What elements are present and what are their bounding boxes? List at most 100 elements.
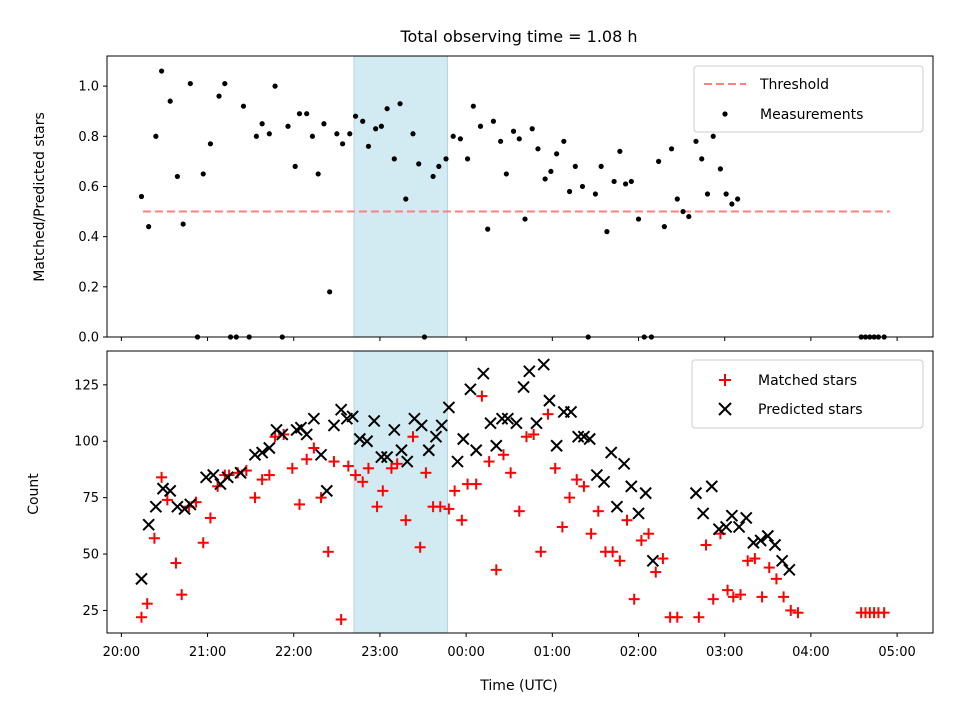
matched-star-point	[371, 501, 383, 513]
matched-star-point	[621, 514, 633, 526]
predicted-star-point	[422, 444, 435, 457]
chart-title: Total observing time = 1.08 h	[399, 27, 637, 46]
x-tick-label: 05:00	[878, 645, 915, 660]
ratio-legend: Threshold Measurements	[693, 65, 924, 133]
predicted-star-point	[327, 419, 341, 432]
matched-star-point	[571, 474, 583, 486]
ratio-y-tick-label: 0.8	[78, 130, 99, 145]
matched-star-point	[342, 460, 354, 472]
measurement-point	[373, 126, 379, 132]
predicted-star-point	[360, 435, 374, 448]
measurement-point	[477, 123, 484, 129]
predicted-star-point	[490, 439, 503, 452]
x-axis-label: Time (UTC)	[479, 678, 557, 694]
measurement-point	[167, 98, 173, 104]
x-tick-label: 04:00	[792, 645, 829, 660]
predicted-star-point	[477, 367, 490, 380]
measurement-point	[710, 133, 716, 139]
measurement-point	[510, 128, 517, 134]
measurement-point	[656, 158, 662, 164]
predicted-star-point	[605, 446, 618, 459]
measurement-point	[693, 138, 699, 144]
predicted-star-point	[571, 430, 585, 443]
matched-star-point	[520, 431, 532, 443]
measurement-point	[153, 133, 159, 139]
predicted-star-point	[625, 480, 638, 493]
measurement-point	[661, 224, 667, 230]
x-tick-label: 03:00	[706, 645, 743, 660]
predicted-star-point	[429, 430, 443, 443]
measurement-point	[436, 163, 442, 169]
predicted-star-point	[517, 380, 530, 394]
measurement-point	[516, 136, 522, 142]
measurement-point	[723, 191, 729, 197]
measurement-point	[554, 151, 560, 157]
measurement-point	[334, 131, 340, 137]
measurements-legend-marker	[722, 111, 728, 117]
matched-star-point	[476, 390, 488, 402]
ratio-y-tick-label: 0.6	[78, 180, 99, 195]
predicted-star-point	[442, 401, 456, 414]
observing-window-highlight	[353, 55, 448, 338]
measurement-point	[522, 216, 528, 222]
matched-star-point	[564, 492, 576, 504]
measurement-point	[592, 191, 599, 197]
measurement-point	[704, 191, 711, 197]
measurement-point	[450, 133, 456, 139]
matched-star-point	[148, 532, 160, 544]
measurement-point	[604, 229, 610, 235]
predicted-star-point	[457, 432, 470, 446]
ratio-plot-frame	[106, 55, 934, 338]
x-tick-label: 22:00	[275, 645, 312, 660]
predicted-star-point	[564, 405, 578, 419]
measurement-point	[180, 221, 186, 227]
predicted-star-point	[234, 466, 247, 480]
predicted-star-point	[320, 484, 333, 498]
predicted-star-point	[712, 523, 726, 536]
predicted-star-point	[754, 534, 767, 547]
predicted-star-point	[740, 511, 753, 525]
predicted-star-point	[263, 441, 276, 455]
matched-star-point	[770, 573, 782, 585]
measurement-point	[339, 141, 346, 147]
predicted-star-point	[747, 536, 760, 549]
measurement-point	[365, 143, 372, 149]
matched-star-point	[256, 474, 268, 486]
predicted-star-point	[537, 358, 550, 371]
matched-star-point	[756, 591, 768, 603]
measurement-point	[259, 121, 265, 127]
matched-star-point	[614, 555, 626, 567]
matched-star-point	[671, 611, 683, 623]
count-y-axis-label: Count	[26, 473, 42, 515]
matched-legend-label: Matched stars	[758, 373, 857, 389]
measurement-point	[457, 136, 463, 142]
measurement-point	[352, 113, 359, 119]
matched-star-point	[407, 431, 419, 443]
matched-star-point	[778, 591, 790, 603]
measurement-point	[485, 226, 491, 232]
matched-star-point	[735, 589, 747, 601]
ratio-y-axis-label: Matched/Predicted stars	[32, 112, 48, 282]
matched-star-point	[176, 589, 188, 601]
predicted-star-point	[307, 412, 321, 425]
ratio-y-tick-label: 0.0	[78, 331, 99, 346]
matched-star-point	[286, 462, 298, 474]
predicted-star-point	[334, 403, 348, 416]
predicted-star-point	[156, 482, 170, 495]
measurement-point	[628, 178, 634, 185]
predicted-star-point	[501, 412, 514, 425]
count-legend-box	[691, 359, 924, 429]
measurement-point	[430, 173, 436, 180]
predicted-star-point	[142, 518, 155, 531]
predicted-star-point	[617, 457, 631, 471]
matched-star-point	[443, 503, 455, 515]
ratio-legend-box	[693, 65, 924, 133]
matched-star-point	[249, 492, 261, 504]
predicted-star-point	[632, 507, 645, 520]
matched-star-point	[204, 512, 216, 524]
matched-star-point	[657, 553, 669, 565]
matched-star-point	[490, 564, 502, 576]
predicted-star-point	[768, 538, 782, 552]
measurement-point	[566, 188, 573, 195]
